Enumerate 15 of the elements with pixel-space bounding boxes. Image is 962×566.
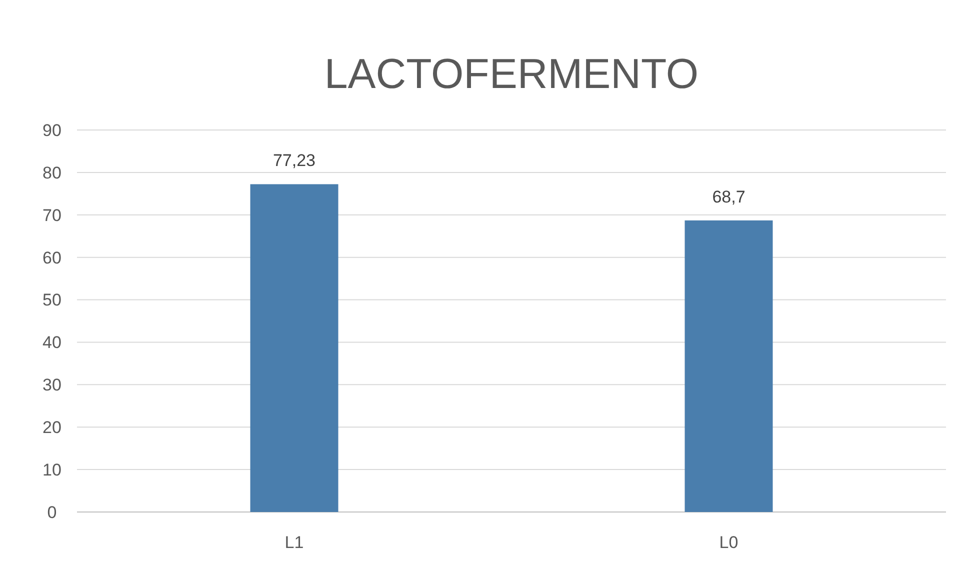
chart-title: LACTOFERMENTO: [324, 50, 699, 97]
y-tick-label: 0: [47, 502, 57, 522]
y-tick-label: 50: [42, 290, 62, 310]
data-label: 77,23: [272, 151, 316, 170]
y-tick-label: 60: [42, 248, 62, 268]
y-tick-label: 80: [42, 163, 62, 182]
x-tick-label: L1: [284, 533, 304, 552]
y-tick-label: 30: [42, 376, 62, 395]
x-tick-label: L0: [719, 533, 738, 552]
y-tick-label: 90: [42, 120, 62, 140]
data-label: 68,7: [712, 187, 746, 206]
y-tick-label: 70: [42, 206, 62, 225]
y-tick-label: 10: [42, 460, 62, 480]
y-tick-label: 40: [42, 333, 62, 352]
y-tick-label: 20: [42, 418, 62, 438]
